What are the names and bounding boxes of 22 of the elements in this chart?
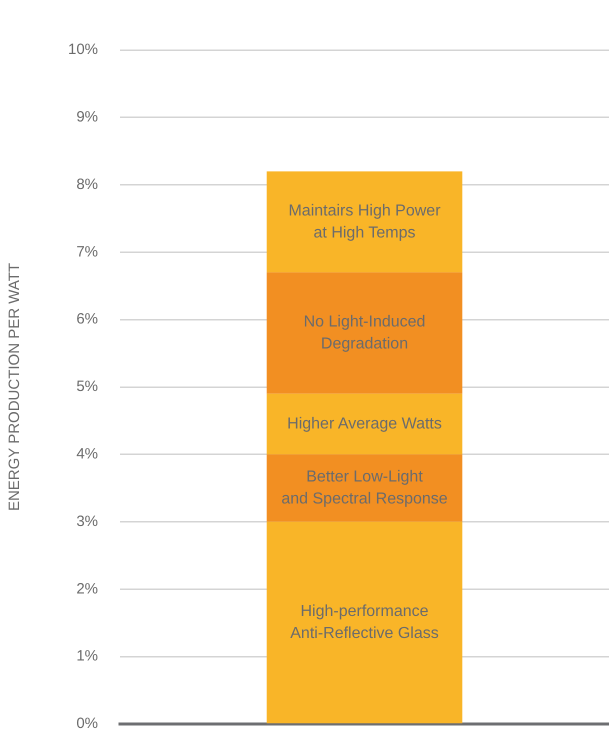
y-tick-label: 1%: [76, 648, 98, 665]
series-label: Better Low-Light and Spectral Response: [281, 468, 448, 508]
series-label: Maintairs High Power at High Temps: [288, 202, 442, 242]
y-tick-label: 3%: [76, 512, 98, 530]
bar: [266, 522, 462, 724]
bar: [266, 394, 462, 454]
y-tick-label: 10%: [68, 41, 98, 58]
y-tick-label: 4%: [76, 446, 98, 463]
series-label: Higher Average Watts: [287, 415, 442, 432]
y-tick-label: 5%: [76, 378, 98, 396]
bar: [266, 171, 462, 272]
y-tick-label: 6%: [76, 310, 98, 328]
y-tick-label: 8%: [76, 176, 98, 193]
y-tick-label: 9%: [76, 108, 98, 126]
y-tick-label: 2%: [76, 580, 98, 598]
series-label: No Light-Induced Degradation: [304, 313, 426, 352]
series-label: High-performance Anti-Reflective Glass: [290, 602, 439, 642]
bar: [266, 454, 462, 522]
bar: [266, 272, 462, 394]
y-axis-title: ENERGY PRODUCTION PER WATT: [6, 262, 24, 512]
y-tick-label: 0%: [76, 715, 98, 732]
y-tick-label: 7%: [76, 243, 98, 260]
